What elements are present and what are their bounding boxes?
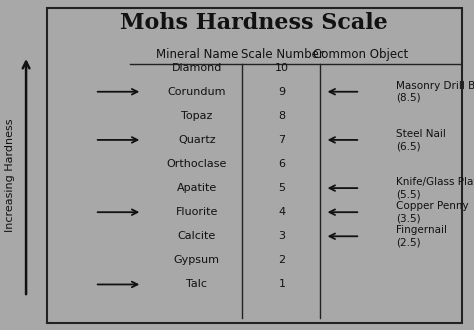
Text: Knife/Glass Plate
(5.5): Knife/Glass Plate (5.5) xyxy=(396,177,474,199)
Bar xyxy=(47,8,462,323)
Text: 2: 2 xyxy=(278,255,286,265)
Text: Quartz: Quartz xyxy=(178,135,216,145)
Text: Scale Number: Scale Number xyxy=(241,48,323,61)
Text: Calcite: Calcite xyxy=(178,231,216,241)
Text: Gypsum: Gypsum xyxy=(173,255,220,265)
Text: Fingernail
(2.5): Fingernail (2.5) xyxy=(396,225,447,248)
Text: 6: 6 xyxy=(279,159,285,169)
Text: Diamond: Diamond xyxy=(172,63,222,73)
Text: Common Object: Common Object xyxy=(313,48,408,61)
Text: Talc: Talc xyxy=(186,280,207,289)
Text: Orthoclase: Orthoclase xyxy=(166,159,227,169)
Text: Apatite: Apatite xyxy=(177,183,217,193)
Text: Mohs Hardness Scale: Mohs Hardness Scale xyxy=(120,12,387,34)
Text: Steel Nail
(6.5): Steel Nail (6.5) xyxy=(396,129,446,151)
Text: 8: 8 xyxy=(278,111,286,121)
Text: Copper Penny
(3.5): Copper Penny (3.5) xyxy=(396,201,468,223)
Text: 9: 9 xyxy=(278,87,286,97)
Text: 10: 10 xyxy=(275,63,289,73)
Text: 4: 4 xyxy=(278,207,286,217)
Text: 5: 5 xyxy=(279,183,285,193)
Text: Corundum: Corundum xyxy=(167,87,226,97)
Text: Mineral Name: Mineral Name xyxy=(155,48,238,61)
Text: 3: 3 xyxy=(279,231,285,241)
Text: Topaz: Topaz xyxy=(181,111,212,121)
Text: Increasing Hardness: Increasing Hardness xyxy=(5,118,16,232)
Text: 7: 7 xyxy=(278,135,286,145)
Text: Fluorite: Fluorite xyxy=(175,207,218,217)
Text: Masonry Drill Bit
(8.5): Masonry Drill Bit (8.5) xyxy=(396,81,474,103)
Text: 1: 1 xyxy=(279,280,285,289)
